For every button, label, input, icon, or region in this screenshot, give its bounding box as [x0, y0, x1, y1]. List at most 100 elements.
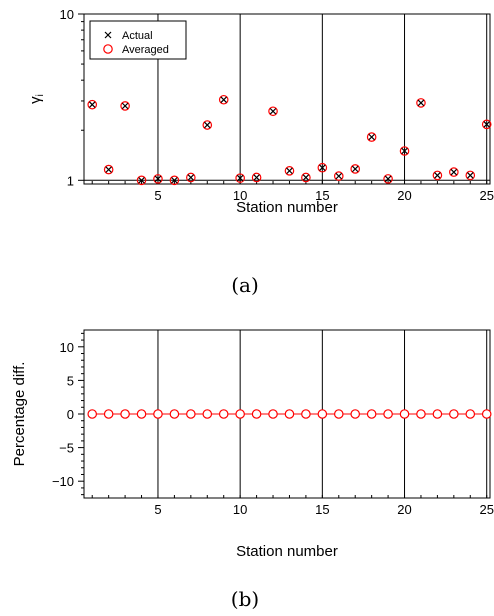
legend-marker-averaged — [103, 44, 113, 54]
panel-b-y-axis-title: Percentage diff. — [11, 362, 28, 467]
panel-b-x-ticks: 5 10 15 20 25 — [91, 495, 494, 517]
actual-point — [417, 99, 425, 107]
legend-label-averaged: Averaged — [122, 44, 169, 56]
panel-b-x-tick-label: 25 — [479, 502, 493, 517]
percentage-diff-point — [103, 409, 114, 419]
panel-a-y-axis-subscript: i — [35, 94, 46, 96]
panel-b-y-tick-label: 5 — [67, 373, 74, 388]
actual-point — [483, 121, 490, 128]
panel-b-x-tick-label: 20 — [397, 502, 411, 517]
percentage-diff-point — [449, 409, 459, 419]
percentage-diff-point — [251, 409, 262, 419]
panel-a-x-ticks: 5 10 15 20 25 — [91, 181, 494, 203]
percentage-diff-point — [317, 409, 328, 419]
actual-point — [286, 167, 293, 175]
actual-point — [319, 164, 326, 171]
panel-b-caption: (b) — [231, 587, 259, 611]
averaged-point — [284, 166, 295, 176]
averaged-point — [317, 162, 328, 173]
panel-a-x-tick-label: 10 — [233, 188, 247, 203]
panel-b-y-ticks: −10 −5 0 5 10 — [52, 332, 84, 496]
percentage-diff-point — [169, 409, 180, 419]
actual-point — [187, 174, 195, 181]
panel-b-y-tick-label: 0 — [67, 407, 74, 422]
actual-point — [269, 108, 277, 115]
legend-marker-actual — [104, 31, 112, 39]
percentage-diff-point — [202, 409, 213, 419]
panel-a-y-axis-title: γi — [27, 94, 46, 104]
percentage-diff-point — [333, 409, 344, 419]
averaged-point — [218, 94, 229, 105]
actual-point — [121, 102, 129, 110]
averaged-point — [251, 172, 262, 183]
averaged-point — [465, 170, 476, 181]
panel-a-x-tick-label: 5 — [154, 188, 161, 203]
panel-b-y-tick-label: −10 — [52, 474, 74, 489]
panel-a-x-axis-title: Station number — [236, 199, 338, 216]
actual-point — [302, 174, 310, 181]
percentage-diff-point — [366, 409, 377, 419]
percentage-diff-point — [416, 409, 426, 419]
actual-point — [253, 174, 260, 181]
averaged-point — [268, 106, 278, 117]
averaged-point — [416, 98, 426, 108]
panel-b-x-tick-label: 10 — [233, 502, 247, 517]
percentage-diff-point — [432, 409, 443, 419]
panel-a-x-tick-label: 15 — [315, 188, 329, 203]
averaged-point — [432, 170, 443, 181]
actual-point — [154, 175, 162, 183]
legend: Actual Averaged — [89, 20, 187, 60]
panel-a-x-tick-label: 20 — [397, 188, 411, 203]
averaged-point — [350, 164, 361, 174]
panel-b-plot: 5 10 15 20 25 −10 −5 0 5 10 Station number Perce… — [11, 329, 494, 611]
averaged-point — [87, 99, 98, 110]
actual-point — [351, 165, 359, 173]
actual-point — [204, 121, 211, 129]
actual-point — [384, 175, 392, 183]
panel-b-x-tick-label: 15 — [315, 502, 329, 517]
panel-a-x-tick-label: 25 — [479, 188, 493, 203]
actual-point — [138, 177, 145, 184]
panel-b-y-tick-label: −5 — [59, 441, 74, 456]
panel-a-caption: (a) — [231, 273, 259, 297]
actual-point — [401, 147, 408, 155]
averaged-point — [301, 172, 311, 183]
averaged-point — [169, 175, 180, 186]
actual-point — [368, 133, 375, 141]
percentage-diff-point — [120, 409, 130, 419]
averaged-point — [103, 164, 114, 175]
percentage-diff-point — [301, 409, 311, 419]
actual-point — [171, 177, 178, 184]
percentage-diff-point — [465, 409, 476, 419]
percentage-diff-point — [268, 409, 278, 419]
panel-a-y-ticks: 1 10 — [60, 7, 84, 188]
averaged-point — [235, 173, 245, 183]
percentage-diff-point — [235, 409, 245, 419]
panel-a-points — [87, 94, 492, 186]
averaged-point — [136, 175, 147, 186]
actual-point — [236, 174, 244, 182]
legend-label-actual: Actual — [122, 30, 153, 42]
panel-a-y-axis-symbol: γ — [27, 96, 44, 104]
percentage-diff-point — [383, 409, 393, 419]
actual-point — [450, 168, 458, 176]
percentage-diff-point — [218, 409, 229, 419]
actual-point — [88, 101, 96, 108]
panel-b-y-tick-label: 10 — [60, 340, 74, 355]
averaged-point — [383, 174, 393, 184]
percentage-diff-point — [153, 409, 163, 419]
averaged-point — [153, 174, 163, 184]
averaged-point — [202, 120, 213, 130]
averaged-point — [120, 101, 130, 111]
averaged-point — [399, 146, 410, 156]
panel-b-x-tick-label: 5 — [154, 502, 161, 517]
percentage-diff-point — [136, 409, 147, 419]
panel-a-y-tick-label: 1 — [67, 173, 74, 188]
percentage-diff-point — [284, 409, 295, 419]
actual-point — [220, 96, 227, 103]
panel-a-y-tick-label: 10 — [60, 7, 74, 22]
averaged-point — [186, 172, 196, 183]
actual-point — [434, 172, 441, 179]
percentage-diff-point — [350, 409, 361, 419]
